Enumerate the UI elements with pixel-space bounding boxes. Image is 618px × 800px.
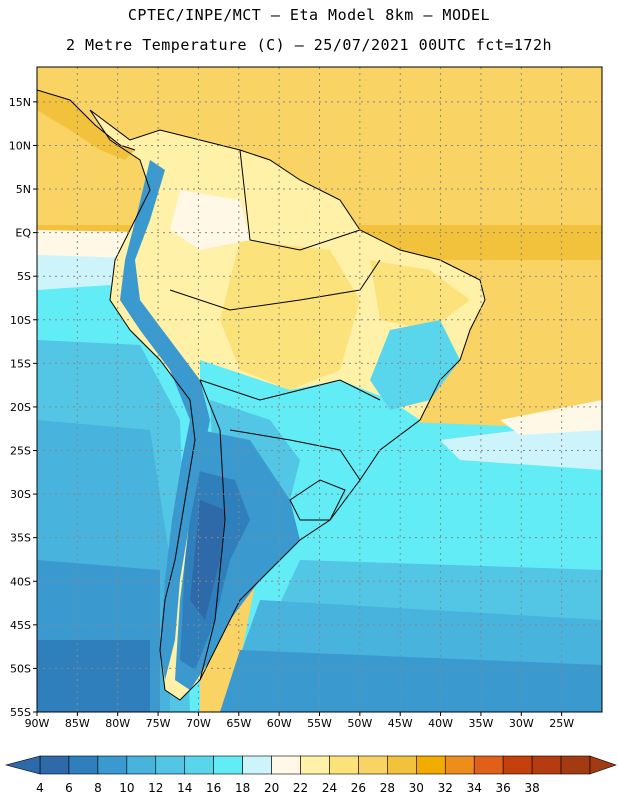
chart-title: CPTEC/INPE/MCT – Eta Model 8km – MODEL — [127, 6, 491, 24]
legend-high-arrow — [589, 755, 617, 775]
coastlines — [37, 89, 486, 701]
land-band-20-north — [170, 190, 250, 250]
legend-label: 30 — [409, 781, 424, 795]
lon-tick-label: 50W — [347, 717, 372, 730]
legend-label: 32 — [438, 781, 453, 795]
legend-low-arrow — [4, 755, 41, 775]
legend-label: 10 — [119, 781, 134, 795]
lon-tick-label: 30W — [509, 717, 534, 730]
legend-boxes — [4, 755, 617, 775]
lon-tick-label: 90W — [25, 717, 50, 730]
lon-tick-label: 80W — [105, 717, 130, 730]
border-north — [239, 149, 361, 251]
graticule — [37, 67, 602, 712]
legend-labels: 4 6 8 10 12 14 16 18 20 22 24 26 28 30 32 34 36 38 — [36, 781, 540, 795]
lon-tick-label: 75W — [146, 717, 171, 730]
legend-swatch — [97, 755, 128, 775]
legend-label: 18 — [235, 781, 250, 795]
legend-label: 26 — [351, 781, 366, 795]
lat-tick-label: 25S — [10, 445, 31, 458]
legend-swatch — [300, 755, 330, 775]
lat-tick-label: 15N — [9, 96, 31, 109]
legend-swatch — [329, 755, 359, 775]
lat-tick-label: 10S — [10, 314, 31, 327]
legend-label: 14 — [177, 781, 192, 795]
land-band-14-east — [370, 320, 460, 410]
legend-label: 22 — [293, 781, 308, 795]
border-andes — [199, 379, 226, 681]
legend-swatch — [271, 755, 301, 775]
atlantic-band-20 — [500, 400, 602, 435]
legend-swatch — [531, 755, 562, 775]
lon-tick-label: 70W — [186, 717, 211, 730]
map-fields — [37, 67, 602, 712]
lon-tick-label: 60W — [267, 717, 292, 730]
temperature-map: 90W 85W 80W 75W 70W 65W 60W 55W 50W 45W 40W 35W 30W 2… — [9, 66, 603, 730]
central-america-coast — [37, 89, 136, 151]
lon-tick-label: 85W — [65, 717, 90, 730]
lat-tick-label: 5N — [16, 183, 31, 196]
color-legend: 4 6 8 10 12 14 16 18 20 22 24 26 28 30 32 34 36 38 — [4, 755, 617, 795]
legend-label: 24 — [322, 781, 337, 795]
land-band-26 — [220, 240, 360, 390]
lat-tick-label: 30S — [10, 488, 31, 501]
lon-axis: 90W 85W 80W 75W 70W 65W 60W 55W 50W 45W 40W 35W 30W 2… — [25, 712, 574, 730]
legend-label: 36 — [496, 781, 511, 795]
lon-tick-label: 55W — [307, 717, 332, 730]
lat-tick-label: 55S — [10, 706, 31, 719]
border-uruguay — [289, 479, 346, 521]
legend-swatch — [155, 755, 186, 775]
border-amazon — [169, 259, 381, 311]
legend-swatch — [444, 755, 475, 775]
central-america — [37, 90, 135, 160]
legend-swatch — [184, 755, 214, 775]
lon-tick-label: 45W — [388, 717, 413, 730]
ocean-band-6 — [37, 640, 150, 712]
lon-tick-label: 35W — [468, 717, 493, 730]
legend-swatch — [242, 755, 272, 775]
border-central — [199, 379, 381, 401]
lat-tick-label: 10N — [9, 139, 31, 152]
lat-axis: 15N 10N 5N EQ 5S 10S 15S 20S 25S 30S 35S 40S 45S 50S 5… — [9, 96, 37, 719]
lat-tick-label: 40S — [10, 575, 31, 588]
border-south — [229, 429, 361, 481]
legend-label: 6 — [65, 781, 73, 795]
legend-label: 4 — [36, 781, 44, 795]
legend-label: 20 — [264, 781, 279, 795]
lat-tick-label: 15S — [10, 357, 31, 370]
lat-tick-label: EQ — [15, 227, 31, 240]
legend-swatch — [416, 755, 446, 775]
atlantic-band-8 — [220, 650, 602, 712]
lon-tick-label: 40W — [428, 717, 453, 730]
lon-tick-label: 65W — [226, 717, 251, 730]
legend-swatch — [560, 755, 591, 775]
legend-swatch — [358, 755, 388, 775]
lat-tick-label: 45S — [10, 619, 31, 632]
legend-swatch — [126, 755, 157, 775]
legend-swatch — [213, 755, 243, 775]
legend-label: 12 — [148, 781, 163, 795]
legend-label: 34 — [467, 781, 482, 795]
legend-label: 16 — [206, 781, 221, 795]
south-america-coast — [89, 109, 486, 701]
lon-tick-label: 25W — [549, 717, 574, 730]
lat-tick-label: 35S — [10, 532, 31, 545]
chart-subtitle: 2 Metre Temperature (C) – 25/07/2021 00U… — [65, 36, 553, 54]
legend-swatch — [473, 755, 504, 775]
legend-swatch — [502, 755, 533, 775]
lat-tick-label: 50S — [10, 662, 31, 675]
legend-swatch — [39, 755, 70, 775]
legend-swatch — [387, 755, 417, 775]
legend-swatch — [68, 755, 99, 775]
lat-tick-label: 20S — [10, 401, 31, 414]
legend-label: 28 — [380, 781, 395, 795]
legend-label: 38 — [524, 781, 539, 795]
land-band-26-east — [370, 260, 470, 330]
lat-tick-label: 5S — [17, 270, 31, 283]
legend-label: 8 — [94, 781, 102, 795]
